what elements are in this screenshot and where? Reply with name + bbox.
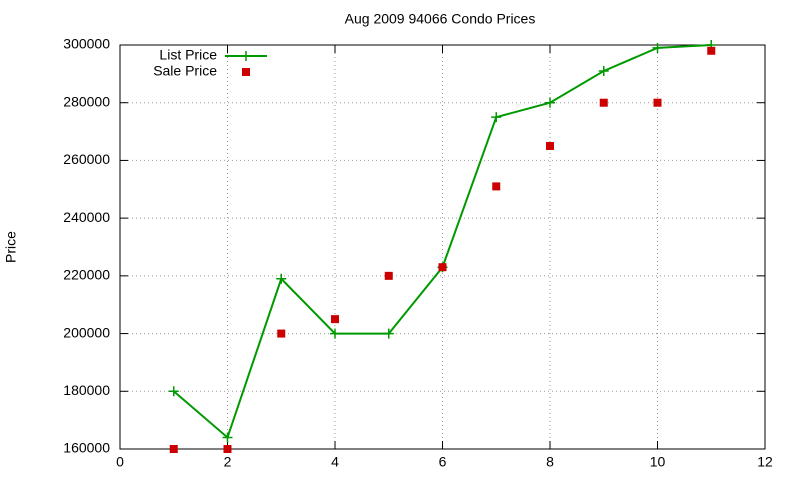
y-axis-label: Price — [3, 231, 19, 263]
x-tick-label: 0 — [116, 454, 124, 470]
plot-border — [119, 44, 766, 450]
data-point — [383, 328, 394, 339]
data-point — [545, 97, 555, 108]
data-point — [330, 328, 340, 339]
data-point — [438, 263, 447, 272]
chart-title: Aug 2009 94066 Condo Prices — [345, 11, 536, 27]
data-point — [652, 42, 663, 53]
data-point — [223, 445, 232, 453]
x-tick-label: 2 — [224, 454, 232, 470]
legend-label: Sale Price — [153, 63, 217, 79]
y-tick-label: 240000 — [63, 209, 110, 225]
y-tick-label: 200000 — [63, 324, 110, 340]
data-point — [331, 315, 339, 324]
y-tick-label: 160000 — [63, 440, 110, 456]
data-point — [491, 112, 502, 123]
legend-marker — [242, 68, 250, 76]
data-point — [492, 182, 501, 191]
data-point — [599, 98, 608, 107]
y-tick-label: 260000 — [63, 151, 110, 167]
data-point — [276, 273, 287, 284]
y-tick-label: 300000 — [63, 36, 110, 52]
data-point — [546, 142, 554, 150]
legend-marker — [241, 51, 251, 61]
data-point — [168, 386, 179, 397]
data-point — [707, 46, 716, 55]
y-tick-label: 280000 — [63, 93, 110, 109]
data-point — [598, 65, 609, 76]
data-point — [222, 432, 233, 443]
x-tick-label: 4 — [331, 454, 339, 470]
x-tick-label: 10 — [650, 454, 666, 470]
data-point — [653, 98, 662, 107]
x-tick-label: 8 — [546, 454, 554, 470]
data-point — [169, 445, 178, 453]
x-tick-label: 12 — [757, 454, 773, 470]
data-point — [384, 271, 393, 280]
y-tick-label: 180000 — [63, 382, 110, 398]
data-point — [277, 329, 286, 338]
legend-label: List Price — [159, 47, 217, 63]
x-tick-label: 6 — [439, 454, 447, 470]
y-tick-label: 220000 — [63, 267, 110, 283]
